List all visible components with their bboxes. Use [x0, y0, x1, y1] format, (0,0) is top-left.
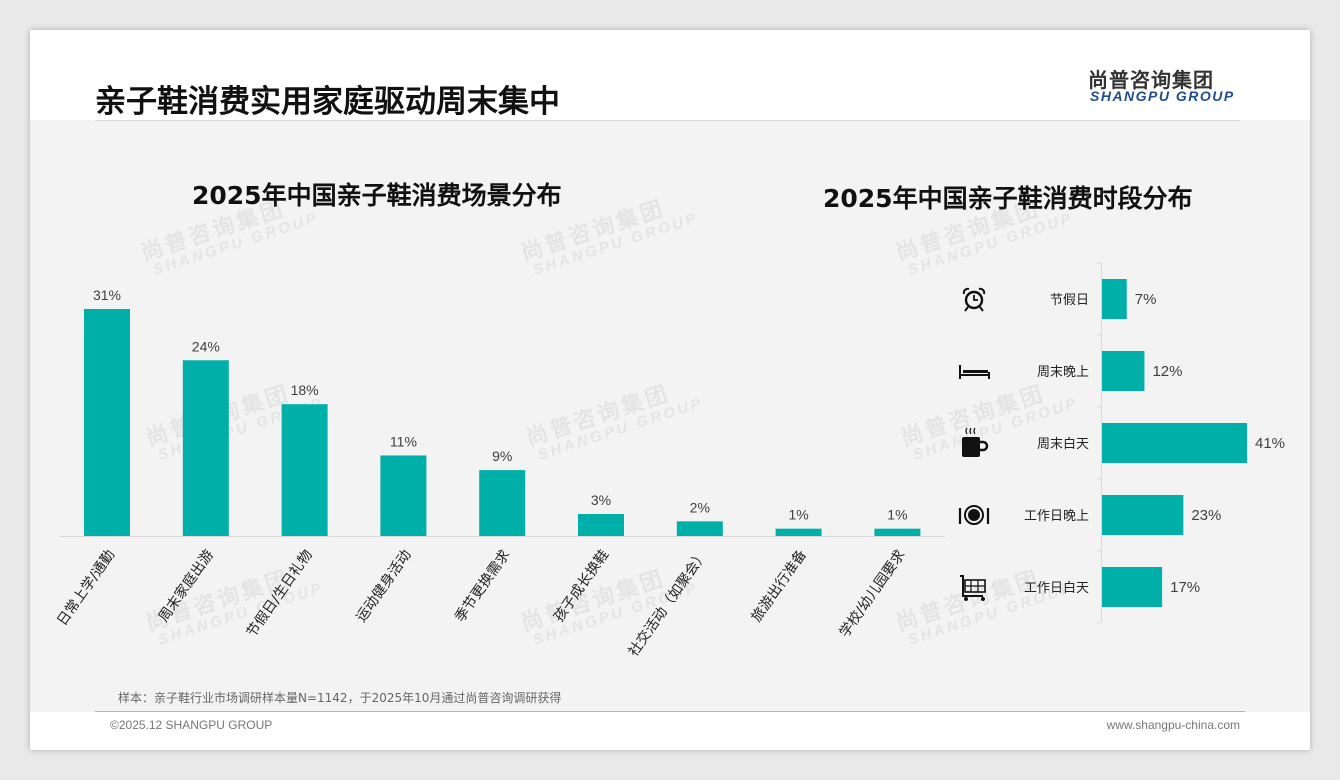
bar-4 [479, 470, 526, 536]
cutlery [958, 508, 990, 524]
data-label-5: 3% [591, 492, 611, 508]
plate [968, 509, 980, 521]
bed-mattress [963, 370, 988, 373]
sample-note: 样本：亲子鞋行业市场调研样本量N=1142，于2025年10月通过尚普咨询调研获… [118, 691, 562, 705]
data-label-8: 1% [887, 507, 907, 523]
bar-3 [380, 455, 427, 536]
bar-6 [676, 521, 723, 536]
header-divider [95, 120, 1240, 121]
cart-frame [960, 575, 983, 597]
logo-cn: 尚普咨询集团 [1088, 68, 1214, 92]
hbar-label-1: 12% [1152, 363, 1182, 380]
hbar-3 [1102, 495, 1184, 535]
shopping-cart-icon [960, 575, 986, 601]
chart-title-timeslots: 2025年中国亲子鞋消费时段分布 [823, 184, 1193, 213]
timeslot-label-1: 周末晚上 [1037, 365, 1089, 380]
plate-cutlery-icon [958, 505, 990, 525]
chart-title-scenes: 2025年中国亲子鞋消费场景分布 [192, 181, 562, 210]
hbar-label-3: 23% [1191, 507, 1221, 524]
hbar-label-2: 41% [1255, 435, 1285, 452]
category-label-4: 季节更换需求 [451, 547, 513, 626]
timeslot-label-2: 周末白天 [1037, 436, 1089, 452]
timeslot-label-3: 工作日晚上 [1024, 509, 1089, 524]
category-label-5: 孩子成长换鞋 [550, 547, 612, 626]
page-title: 亲子鞋消费实用家庭驱动周末集中 [95, 84, 560, 120]
coffee-mug-icon [962, 427, 989, 457]
logo-en: SHANGPU GROUP [1090, 88, 1235, 104]
data-label-0: 31% [93, 287, 121, 303]
category-label-8: 学校/幼儿园要求 [836, 547, 909, 641]
clock-face [964, 290, 984, 310]
bed-frame [959, 365, 990, 379]
bar-5 [578, 514, 624, 536]
copyright: ©2025.12 SHANGPU GROUP [110, 718, 273, 732]
bar-8 [874, 528, 921, 536]
category-label-2: 节假日/生日礼物 [244, 547, 316, 640]
timeslot-label-0: 节假日 [1050, 293, 1089, 308]
bed-icon [959, 365, 990, 379]
data-label-4: 9% [492, 448, 512, 464]
wheel [964, 597, 968, 601]
category-label-7: 旅游出行准备 [748, 547, 810, 626]
data-label-2: 18% [291, 382, 319, 398]
clock-hands [973, 295, 978, 301]
timeslot-label-4: 工作日白天 [1024, 580, 1089, 596]
steam [965, 427, 976, 435]
category-label-3: 运动健身活动 [353, 547, 414, 625]
bar-1 [182, 360, 229, 536]
data-label-3: 11% [390, 433, 417, 449]
data-label-7: 1% [788, 507, 808, 523]
bar-7 [775, 528, 822, 536]
category-label-0: 日常上学/通勤 [54, 547, 118, 629]
clock-bells [962, 287, 986, 312]
hbar-4 [1102, 567, 1163, 607]
data-label-1: 24% [192, 338, 220, 354]
content-area [30, 120, 1310, 712]
plate-rim [964, 505, 984, 525]
category-label-6: 社交活动（如聚会） [625, 547, 711, 660]
footer-divider [95, 711, 1245, 712]
mug-body [962, 437, 980, 457]
hbar-1 [1102, 351, 1145, 391]
mug-handle [980, 440, 989, 452]
hbar-label-4: 17% [1170, 579, 1200, 596]
hbar-0 [1102, 279, 1127, 319]
alarm-clock-icon [962, 287, 986, 312]
bar-2 [281, 404, 328, 536]
cart-grid [965, 580, 985, 592]
website-url: www.shangpu-china.com [1106, 718, 1240, 732]
category-label-1: 周末家庭出游 [155, 547, 217, 626]
bar-0 [84, 309, 130, 536]
hbar-label-0: 7% [1135, 291, 1157, 308]
wheel [981, 597, 985, 601]
data-label-6: 2% [690, 499, 710, 515]
hbar-2 [1102, 423, 1247, 463]
